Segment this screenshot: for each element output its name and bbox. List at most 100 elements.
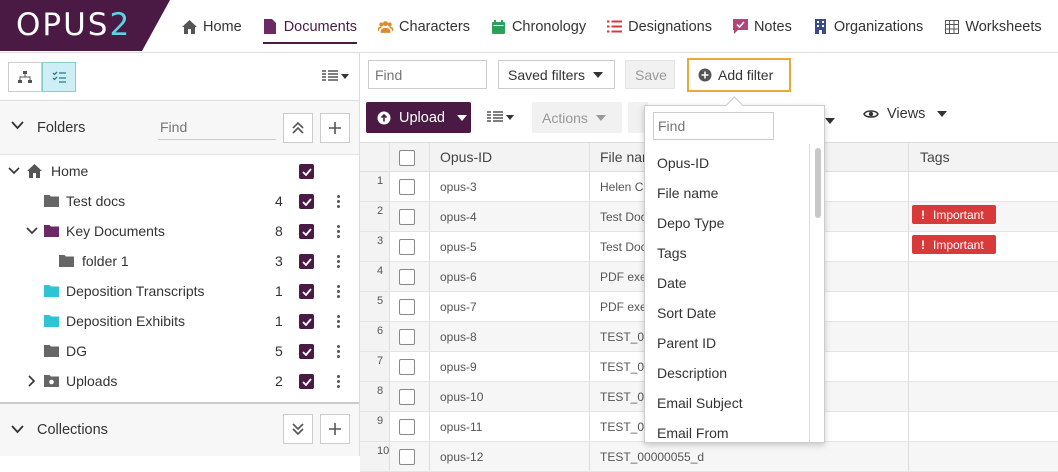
chevron-down-icon[interactable] bbox=[8, 167, 20, 175]
kebab-menu-icon[interactable] bbox=[334, 195, 342, 208]
collapse-all-button[interactable] bbox=[283, 113, 313, 143]
filter-field-option[interactable]: File name bbox=[657, 185, 719, 201]
nav-label: Chronology bbox=[511, 18, 587, 35]
select-all-checkbox[interactable] bbox=[399, 150, 415, 166]
nav-designations[interactable]: Designations bbox=[607, 0, 712, 53]
folder-checkbox[interactable] bbox=[299, 194, 314, 209]
file-name-cell: TEST_00 bbox=[600, 389, 651, 404]
folder-row[interactable]: Key Documents 8 bbox=[0, 216, 359, 246]
row-checkbox[interactable] bbox=[399, 449, 415, 465]
row-checkbox[interactable] bbox=[399, 179, 415, 195]
filter-field-option[interactable]: Depo Type bbox=[657, 215, 725, 231]
folder-checkbox[interactable] bbox=[299, 164, 314, 179]
folder-row[interactable]: DG 5 bbox=[0, 336, 359, 366]
saved-filters-dropdown[interactable]: Saved filters bbox=[498, 60, 615, 89]
nav-characters[interactable]: Characters bbox=[378, 0, 470, 53]
filter-field-option[interactable]: Date bbox=[657, 275, 687, 291]
folder-icon bbox=[59, 254, 74, 270]
folder-checkbox[interactable] bbox=[299, 254, 314, 269]
nav-home[interactable]: Home bbox=[182, 0, 242, 53]
filter-field-option[interactable]: Opus-ID bbox=[657, 155, 710, 171]
kebab-menu-icon[interactable] bbox=[334, 315, 342, 328]
scrollbar-thumb[interactable] bbox=[815, 148, 821, 218]
nav-notes[interactable]: Notes bbox=[732, 0, 792, 53]
actions-dropdown[interactable]: Actions bbox=[532, 102, 622, 133]
exclamation-icon: ! bbox=[921, 237, 925, 252]
upload-button[interactable]: Upload bbox=[366, 102, 471, 133]
views-dropdown[interactable]: Views bbox=[863, 106, 948, 122]
folder-checkbox[interactable] bbox=[299, 344, 314, 359]
folder-count: 5 bbox=[275, 343, 283, 359]
folder-checkbox[interactable] bbox=[299, 374, 314, 389]
folder-search-input[interactable] bbox=[158, 115, 276, 140]
add-collection-button[interactable] bbox=[320, 414, 350, 444]
folder-count: 3 bbox=[275, 253, 283, 269]
filter-field-option[interactable]: Tags bbox=[657, 245, 687, 261]
folder-label: Test docs bbox=[66, 193, 126, 209]
row-number: 7 bbox=[360, 352, 390, 381]
kebab-menu-icon[interactable] bbox=[334, 225, 342, 238]
row-checkbox[interactable] bbox=[399, 239, 415, 255]
chevron-down-icon[interactable] bbox=[11, 425, 24, 434]
folder-checkbox[interactable] bbox=[299, 224, 314, 239]
dropdown-caret[interactable] bbox=[825, 111, 835, 127]
filter-field-search-input[interactable] bbox=[653, 112, 774, 140]
chevron-right-icon[interactable] bbox=[28, 375, 36, 387]
nav-label: Worksheets bbox=[965, 18, 1042, 35]
filter-field-option[interactable]: Description bbox=[657, 365, 728, 381]
filter-field-option[interactable]: Email From bbox=[657, 425, 729, 441]
column-menu[interactable] bbox=[487, 111, 514, 123]
list-icon bbox=[607, 19, 623, 34]
row-checkbox[interactable] bbox=[399, 209, 415, 225]
row-checkbox[interactable] bbox=[399, 329, 415, 345]
row-checkbox[interactable] bbox=[399, 359, 415, 375]
folder-row[interactable]: Test docs 4 bbox=[0, 186, 359, 216]
tags-header[interactable]: Tags bbox=[920, 149, 950, 165]
folder-row[interactable]: Uploads 2 bbox=[0, 366, 359, 396]
tag-badge[interactable]: ! Important bbox=[912, 235, 996, 254]
chevron-down-icon[interactable] bbox=[26, 227, 38, 235]
row-number: 2 bbox=[360, 202, 390, 231]
opus2-logo[interactable]: OPUS2 bbox=[0, 0, 170, 51]
add-filter-button[interactable]: Add filter bbox=[687, 58, 791, 92]
nav-documents[interactable]: Documents bbox=[262, 0, 358, 53]
filter-field-option[interactable]: Sort Date bbox=[657, 305, 717, 321]
nav-worksheets[interactable]: Worksheets bbox=[944, 0, 1042, 53]
sidebar-view-menu[interactable] bbox=[322, 70, 349, 82]
filter-field-option[interactable]: Parent ID bbox=[657, 335, 717, 351]
kebab-menu-icon[interactable] bbox=[334, 255, 342, 268]
nav-organizations[interactable]: Organizations bbox=[813, 0, 923, 53]
top-bar: OPUS2 Home Documents Characters Chronology D… bbox=[0, 0, 1058, 53]
folder-checkbox[interactable] bbox=[299, 284, 314, 299]
kebab-menu-icon[interactable] bbox=[334, 285, 342, 298]
kebab-menu-icon[interactable] bbox=[334, 375, 342, 388]
filter-field-option[interactable]: Email Subject bbox=[657, 395, 743, 411]
row-checkbox[interactable] bbox=[399, 389, 415, 405]
chevron-down-icon[interactable] bbox=[11, 121, 24, 130]
tag-badge[interactable]: ! Important bbox=[912, 205, 996, 224]
dropdown-scrollbar[interactable] bbox=[809, 144, 825, 443]
logo-text: OPUS bbox=[16, 7, 110, 43]
folder-icon bbox=[44, 284, 59, 300]
folder-row[interactable]: Home bbox=[0, 156, 359, 186]
folder-row[interactable]: folder 1 3 bbox=[0, 246, 359, 276]
folder-label: Home bbox=[51, 163, 89, 179]
document-search-input[interactable] bbox=[368, 60, 487, 89]
row-checkbox[interactable] bbox=[399, 419, 415, 435]
expand-all-button[interactable] bbox=[283, 414, 313, 444]
row-checkbox[interactable] bbox=[399, 299, 415, 315]
row-checkbox[interactable] bbox=[399, 269, 415, 285]
file-name-header[interactable]: File nam bbox=[600, 149, 654, 165]
checklist-view-button[interactable] bbox=[42, 62, 76, 92]
save-filter-button[interactable]: Save bbox=[625, 60, 675, 89]
folder-checkbox[interactable] bbox=[299, 314, 314, 329]
folder-row[interactable]: Deposition Transcripts 1 bbox=[0, 276, 359, 306]
table-row[interactable]: 10 opus-12 TEST_00000055_d bbox=[360, 442, 1058, 472]
kebab-menu-icon[interactable] bbox=[334, 345, 342, 358]
row-number: 1 bbox=[360, 172, 390, 201]
folder-row[interactable]: Deposition Exhibits 1 bbox=[0, 306, 359, 336]
tree-view-button[interactable] bbox=[8, 62, 42, 92]
opus-id-header[interactable]: Opus-ID bbox=[440, 149, 493, 165]
nav-chronology[interactable]: Chronology bbox=[491, 0, 586, 53]
add-folder-button[interactable] bbox=[320, 113, 350, 143]
